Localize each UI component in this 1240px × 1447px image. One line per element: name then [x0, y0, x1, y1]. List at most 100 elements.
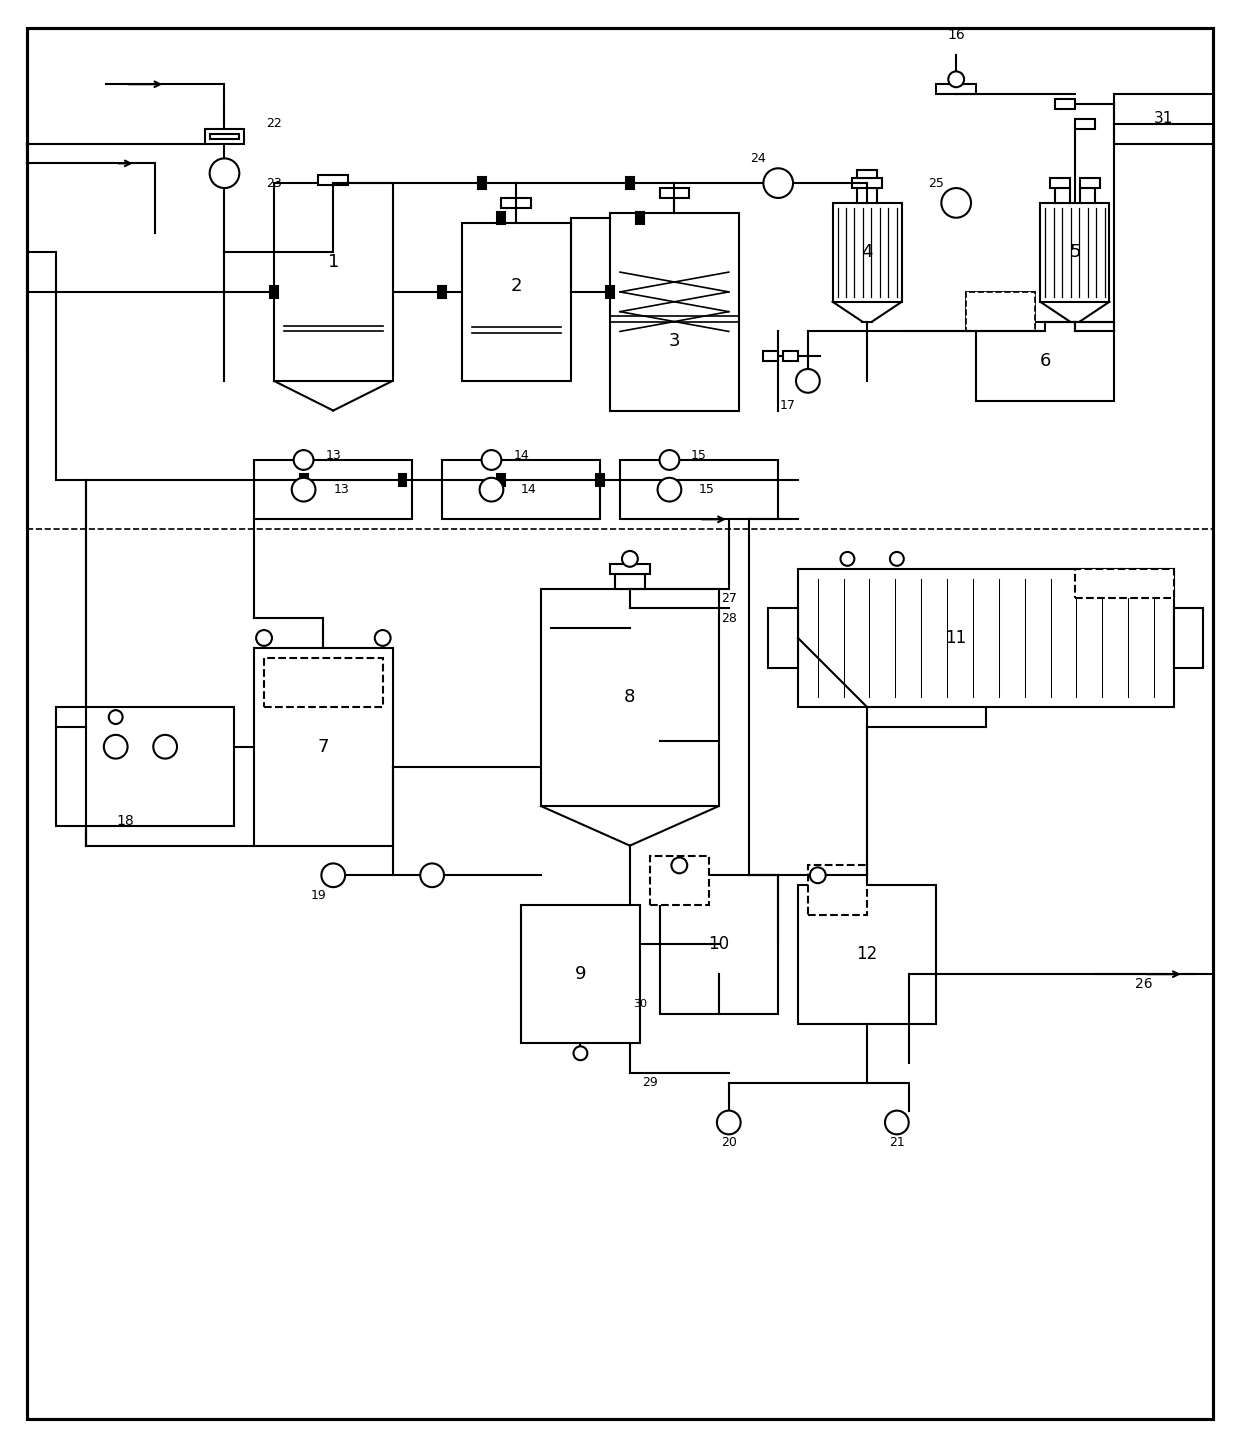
- Text: 5: 5: [1069, 243, 1080, 262]
- Bar: [1075, 569, 1174, 599]
- Circle shape: [480, 478, 503, 502]
- Bar: [477, 177, 486, 190]
- Bar: [966, 292, 1035, 331]
- Text: 9: 9: [574, 965, 587, 983]
- Text: 10: 10: [708, 936, 729, 954]
- Text: 24: 24: [750, 152, 766, 165]
- Bar: [650, 855, 709, 904]
- Bar: [660, 188, 689, 198]
- Text: 8: 8: [624, 689, 636, 706]
- Text: 30: 30: [632, 998, 647, 1009]
- Circle shape: [717, 1111, 740, 1134]
- Text: 13: 13: [334, 483, 348, 496]
- Bar: [438, 287, 446, 298]
- Bar: [620, 460, 779, 519]
- Circle shape: [291, 478, 315, 502]
- Bar: [497, 473, 505, 486]
- Text: 31: 31: [1154, 111, 1173, 126]
- Text: 20: 20: [720, 1136, 737, 1149]
- Bar: [857, 171, 877, 178]
- Text: 22: 22: [267, 117, 281, 130]
- Text: 2: 2: [511, 276, 522, 295]
- Circle shape: [154, 735, 177, 758]
- Bar: [799, 886, 936, 1023]
- Circle shape: [660, 450, 680, 470]
- Circle shape: [574, 1046, 588, 1061]
- Bar: [660, 875, 779, 1014]
- Bar: [784, 352, 799, 362]
- Bar: [1040, 203, 1110, 302]
- Text: 16: 16: [947, 27, 965, 42]
- Circle shape: [810, 867, 826, 883]
- Bar: [1050, 178, 1070, 188]
- Bar: [764, 352, 779, 362]
- Bar: [606, 287, 614, 298]
- Text: 12: 12: [857, 945, 878, 964]
- Bar: [1055, 188, 1070, 203]
- Bar: [966, 292, 1035, 331]
- Text: 11: 11: [946, 629, 967, 647]
- Circle shape: [481, 450, 501, 470]
- Text: 25: 25: [929, 177, 945, 190]
- Text: 28: 28: [720, 612, 737, 625]
- Circle shape: [210, 158, 239, 188]
- Text: 4: 4: [862, 243, 873, 262]
- Bar: [1080, 188, 1095, 203]
- Circle shape: [941, 188, 971, 217]
- Bar: [205, 129, 244, 143]
- Bar: [799, 569, 1174, 708]
- Bar: [636, 211, 644, 224]
- Bar: [501, 198, 531, 208]
- Bar: [319, 175, 348, 185]
- Text: 3: 3: [668, 333, 680, 350]
- Circle shape: [294, 450, 314, 470]
- Bar: [596, 473, 604, 486]
- Bar: [274, 184, 393, 381]
- Text: 26: 26: [1136, 977, 1153, 991]
- Circle shape: [622, 551, 637, 567]
- Bar: [541, 589, 719, 806]
- Bar: [857, 188, 877, 203]
- Bar: [521, 904, 640, 1043]
- Circle shape: [890, 551, 904, 566]
- Circle shape: [841, 551, 854, 566]
- Circle shape: [420, 864, 444, 887]
- Bar: [610, 213, 739, 411]
- Bar: [852, 178, 882, 188]
- Bar: [264, 658, 383, 708]
- Circle shape: [257, 629, 272, 645]
- Bar: [254, 648, 393, 845]
- Bar: [398, 473, 407, 486]
- Bar: [254, 460, 413, 519]
- Circle shape: [885, 1111, 909, 1134]
- Circle shape: [104, 735, 128, 758]
- Text: 6: 6: [1039, 352, 1050, 370]
- Circle shape: [321, 864, 345, 887]
- Text: 23: 23: [267, 177, 281, 190]
- Circle shape: [657, 478, 681, 502]
- Bar: [1055, 98, 1075, 109]
- Text: 21: 21: [889, 1136, 905, 1149]
- Bar: [1080, 178, 1100, 188]
- Bar: [441, 460, 600, 519]
- Bar: [497, 211, 505, 224]
- Circle shape: [374, 629, 391, 645]
- Bar: [1174, 608, 1203, 667]
- Text: 1: 1: [327, 253, 339, 271]
- Bar: [300, 473, 308, 486]
- Bar: [976, 321, 1115, 401]
- Circle shape: [671, 858, 687, 874]
- Bar: [626, 177, 634, 190]
- Text: 15: 15: [699, 483, 715, 496]
- Bar: [832, 203, 901, 302]
- Bar: [461, 223, 570, 381]
- Bar: [769, 608, 799, 667]
- Bar: [1115, 94, 1213, 143]
- Text: 29: 29: [642, 1077, 657, 1090]
- Text: 18: 18: [117, 813, 134, 828]
- Circle shape: [796, 369, 820, 392]
- Circle shape: [949, 71, 965, 87]
- Bar: [1075, 119, 1095, 129]
- Text: 15: 15: [691, 449, 707, 462]
- Bar: [808, 865, 867, 915]
